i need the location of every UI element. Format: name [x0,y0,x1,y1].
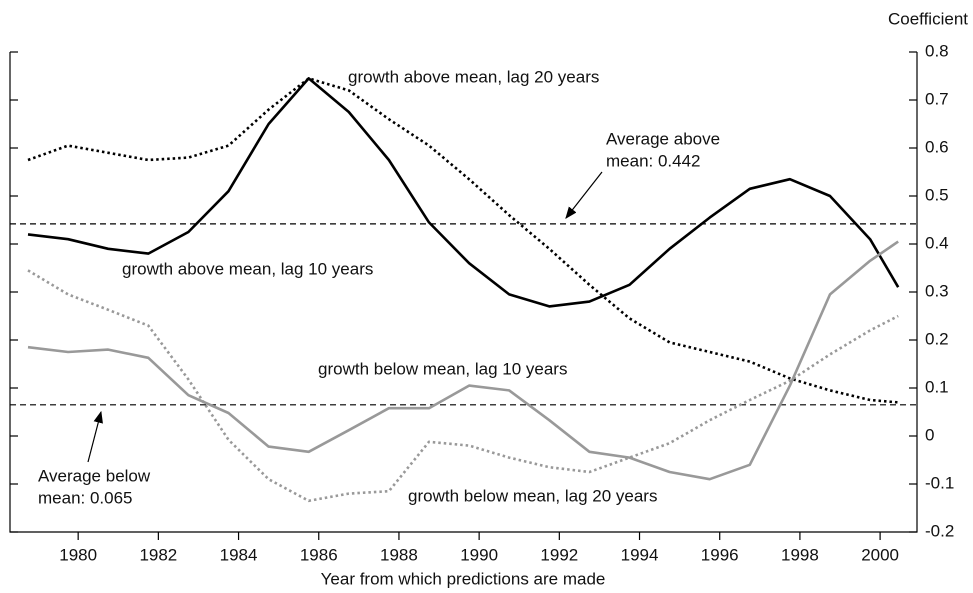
series-label: growth above mean, lag 10 years [122,259,373,278]
x-tick-label: 1988 [380,545,418,564]
x-tick-label: 1992 [540,545,578,564]
y-tick-label: 0.2 [925,329,949,348]
y-axis-label: Coefficient [888,9,968,28]
x-tick-label: 1990 [460,545,498,564]
series-label: growth below mean, lag 10 years [318,359,567,378]
series-line [27,269,899,503]
y-tick-label: 0.5 [925,185,949,204]
y-tick-label: 0.8 [925,41,949,60]
series-line [27,240,899,481]
series-label: growth below mean, lag 20 years [408,486,657,505]
y-tick-label: 0.6 [925,137,949,156]
x-axis-label: Year from which predictions are made [321,569,606,588]
y-tick-label: 0.7 [925,89,949,108]
annotation: mean: 0.442 [606,151,701,170]
annotation: Average below [38,466,151,485]
series-line [27,77,900,308]
annotation-arrow [565,171,603,219]
x-tick-label: 1986 [300,545,338,564]
y-tick-label: 0 [925,425,934,444]
annotation-arrow [87,410,103,463]
x-tick-label: 1996 [701,545,739,564]
annotation: Average above [606,129,720,148]
annotation: mean: 0.065 [38,488,133,507]
series-line [27,77,899,404]
x-tick-label: 1980 [59,545,97,564]
y-tick-label: 0.4 [925,233,949,252]
x-tick-label: 1984 [220,545,258,564]
x-tick-label: 1994 [621,545,659,564]
y-tick-label: -0.2 [925,521,954,540]
y-tick-label: 0.1 [925,377,949,396]
series-label: growth above mean, lag 20 years [348,67,599,86]
x-tick-label: 2000 [861,545,899,564]
y-tick-label: 0.3 [925,281,949,300]
x-tick-label: 1998 [781,545,819,564]
x-tick-label: 1982 [139,545,177,564]
y-tick-label: -0.1 [925,473,954,492]
plot-frame [9,52,918,533]
